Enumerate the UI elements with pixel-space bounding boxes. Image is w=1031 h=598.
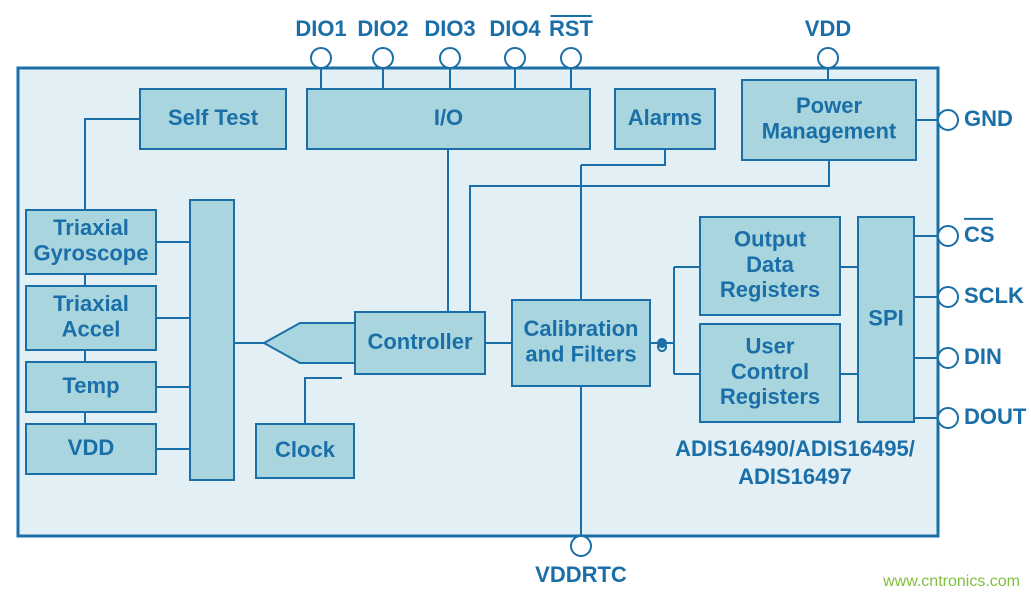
pin-circle	[561, 48, 581, 68]
pin-label: RST	[549, 16, 594, 41]
pin-label: GND	[964, 106, 1013, 131]
pin-circle	[938, 408, 958, 428]
box-user_reg: UserControlRegisters	[700, 324, 840, 422]
box-label: Triaxial	[53, 215, 129, 240]
pin-label: DIO4	[489, 16, 541, 41]
box-mux_bar	[190, 200, 234, 480]
box-cal: Calibrationand Filters	[512, 300, 650, 386]
box-clock: Clock	[256, 424, 354, 478]
box-label: Registers	[720, 384, 820, 409]
box-io: I/O	[307, 89, 590, 149]
pin-circle	[571, 536, 591, 556]
box-vdd_b: VDD	[26, 424, 156, 474]
box-label: Self Test	[168, 105, 259, 130]
pin-label: DIO1	[295, 16, 346, 41]
box-label: and Filters	[525, 341, 636, 366]
pin-circle	[505, 48, 525, 68]
box-accel: TriaxialAccel	[26, 286, 156, 350]
pin-circle	[440, 48, 460, 68]
pin-circle	[938, 287, 958, 307]
pin-label: VDDRTC	[535, 562, 627, 587]
box-label: VDD	[68, 435, 114, 460]
box-label: Data	[746, 252, 794, 277]
box-label: Alarms	[628, 105, 703, 130]
box-label: Output	[734, 227, 807, 252]
pin-label: DIN	[964, 344, 1002, 369]
box-out_reg: OutputDataRegisters	[700, 217, 840, 315]
pin-circle	[938, 348, 958, 368]
pin-label: SCLK	[964, 283, 1024, 308]
box-label: Accel	[62, 316, 121, 341]
pin-label: CS	[964, 222, 995, 247]
box-label: Registers	[720, 277, 820, 302]
pin-label: VDD	[805, 16, 851, 41]
pin-circle	[311, 48, 331, 68]
pin-circle	[938, 226, 958, 246]
box-gyro: TriaxialGyroscope	[26, 210, 156, 274]
box-label: Calibration	[524, 316, 639, 341]
pin-circle	[938, 110, 958, 130]
pin-label: DIO3	[424, 16, 475, 41]
pin-label: DOUT	[964, 404, 1027, 429]
part-number-label: ADIS16497	[738, 464, 852, 489]
box-label: SPI	[868, 305, 903, 330]
box-self_test: Self Test	[140, 89, 286, 149]
box-label: I/O	[434, 105, 463, 130]
box-label: Management	[762, 118, 897, 143]
box-spi: SPI	[858, 217, 914, 422]
box-label: Control	[731, 359, 809, 384]
box-rect	[190, 200, 234, 480]
pin-circle	[818, 48, 838, 68]
pin-circle	[373, 48, 393, 68]
box-label: User	[746, 334, 795, 359]
box-label: Triaxial	[53, 291, 129, 316]
box-controller: Controller	[355, 312, 485, 374]
pin-label: DIO2	[357, 16, 408, 41]
junction-dot	[657, 338, 667, 348]
part-number-label: ADIS16490/ADIS16495/	[675, 436, 915, 461]
watermark: www.cntronics.com	[882, 573, 1020, 590]
box-label: Clock	[275, 437, 336, 462]
box-label: Controller	[367, 329, 473, 354]
box-power: PowerManagement	[742, 80, 916, 160]
box-alarms: Alarms	[615, 89, 715, 149]
box-label: Gyroscope	[34, 240, 149, 265]
box-label: Power	[796, 93, 862, 118]
box-temp: Temp	[26, 362, 156, 412]
box-label: Temp	[62, 373, 119, 398]
